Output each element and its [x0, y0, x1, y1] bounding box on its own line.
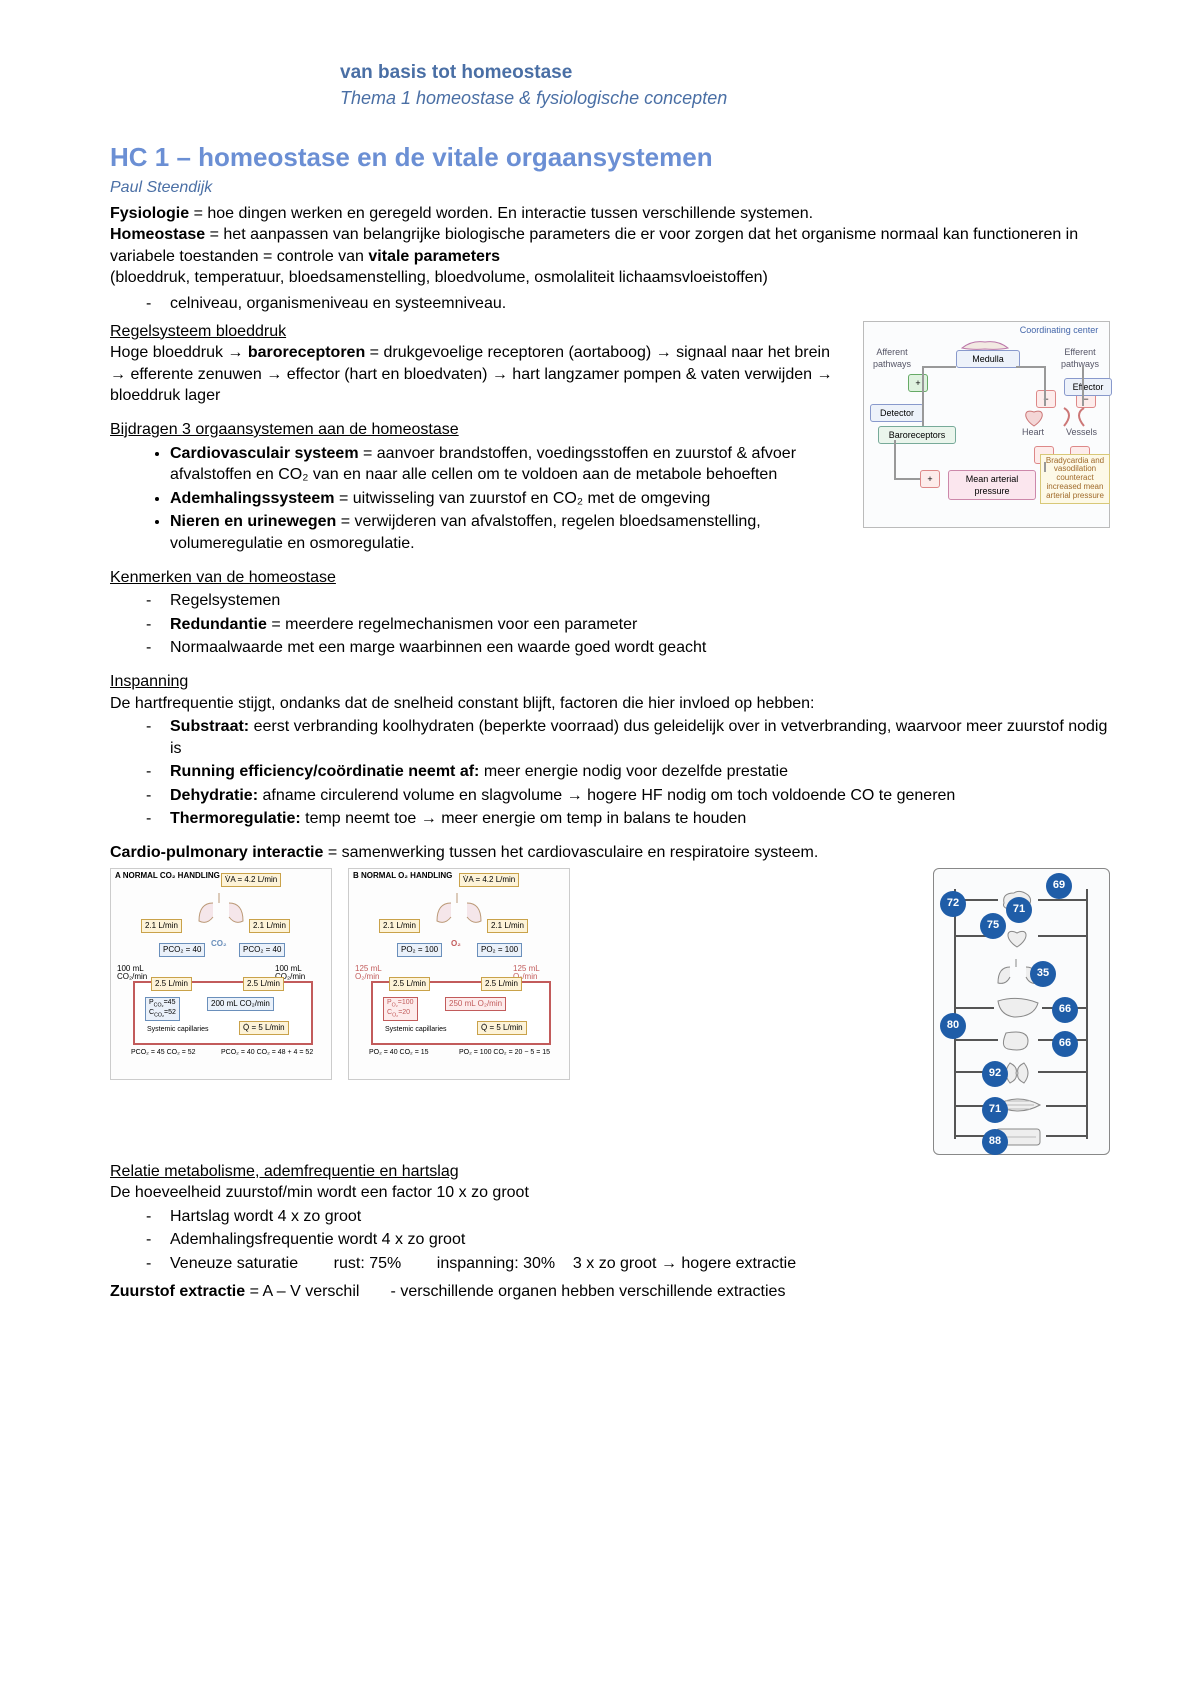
saturation-value: 72: [940, 891, 966, 917]
list-item: Regelsystemen: [170, 590, 1110, 612]
saturation-value: 88: [982, 1129, 1008, 1155]
saturation-value: 66: [1052, 997, 1078, 1023]
saturation-value: 75: [980, 913, 1006, 939]
list-item: Redundantie = meerdere regelmechanismen …: [170, 614, 1110, 636]
list-item: Normaalwaarde met een marge waarbinnen e…: [170, 637, 1110, 659]
doc-header: van basis tot homeostase Thema 1 homeost…: [340, 60, 1110, 110]
saturation-value: 69: [1046, 873, 1072, 899]
gi-icon: [998, 1027, 1036, 1055]
intro-para: Fysiologie = hoe dingen werken en gerege…: [110, 203, 1110, 289]
section-title: Inspanning: [110, 673, 188, 690]
section-title: Bijdragen 3 orgaansystemen aan de homeos…: [110, 421, 459, 438]
intro-bullets: celniveau, organismeniveau en systeemniv…: [110, 293, 1110, 315]
header-title: van basis tot homeostase: [340, 60, 1110, 86]
list-item: Running efficiency/coördinatie neemt af:…: [170, 761, 1110, 783]
section-title: Regelsysteem bloeddruk: [110, 323, 286, 340]
diagram-baroreceptor: Coordinating center Medulla Afferent pat…: [863, 321, 1110, 528]
author: Paul Steendijk: [110, 177, 1110, 199]
saturation-value: 66: [1052, 1031, 1078, 1057]
saturation-value: 71: [1006, 897, 1032, 923]
section-title: Kenmerken van de homeostase: [110, 569, 336, 586]
diagram-cardio-pulmonary: A NORMAL CO₂ HANDLING V̇A = 4.2 L/min 2.…: [110, 868, 570, 1088]
section-inspanning: Inspanning De hartfrequentie stijgt, ond…: [110, 671, 1110, 830]
section-title: Relatie metabolisme, ademfrequentie en h…: [110, 1163, 459, 1180]
tail-line: Zuurstof extractie = A – V verschil - ve…: [110, 1281, 1110, 1303]
list-item: Hartslag wordt 4 x zo groot: [170, 1206, 1110, 1228]
cardio-line: Cardio-pulmonary interactie = samenwerki…: [110, 842, 1110, 864]
term-homeostase: Homeostase: [110, 226, 205, 243]
diagram-row: A NORMAL CO₂ HANDLING V̇A = 4.2 L/min 2.…: [110, 868, 1110, 1155]
lungs-icon: [191, 891, 251, 925]
lungs-icon: [429, 891, 489, 925]
saturation-value: 35: [1030, 961, 1056, 987]
list-item: Veneuze saturatie rust: 75% inspanning: …: [170, 1253, 1110, 1275]
vessels-icon: [1060, 406, 1088, 428]
list-item: Dehydratie: afname circulerend volume en…: [170, 785, 1110, 807]
heart-icon: [1020, 406, 1048, 428]
brain-icon: [960, 338, 1010, 352]
list-item: Ademhalingsfrequentie wordt 4 x zo groot: [170, 1229, 1110, 1251]
list-item: Substraat: eerst verbranding koolhydrate…: [170, 716, 1110, 759]
page-title: HC 1 – homeostase en de vitale orgaansys…: [110, 140, 1110, 175]
list-item: Thermoregulatie: temp neemt toe → meer e…: [170, 808, 1110, 830]
term-fysiologie: Fysiologie: [110, 205, 189, 222]
liver-icon: [994, 993, 1042, 1021]
panel-a: A NORMAL CO₂ HANDLING V̇A = 4.2 L/min 2.…: [110, 868, 332, 1080]
saturation-value: 71: [982, 1097, 1008, 1123]
diagram-organ-saturation: 6972717535668066927188: [933, 868, 1110, 1155]
header-subtitle: Thema 1 homeostase & fysiologische conce…: [340, 86, 1110, 110]
intro-bullet: celniveau, organismeniveau en systeemniv…: [170, 293, 1110, 315]
saturation-value: 92: [982, 1061, 1008, 1087]
panel-b: B NORMAL O₂ HANDLING V̇A = 4.2 L/min 2.1…: [348, 868, 570, 1080]
section-relatie: Relatie metabolisme, ademfrequentie en h…: [110, 1161, 1110, 1303]
saturation-value: 80: [940, 1013, 966, 1039]
section-kenmerken: Kenmerken van de homeostase Regelsysteme…: [110, 567, 1110, 659]
